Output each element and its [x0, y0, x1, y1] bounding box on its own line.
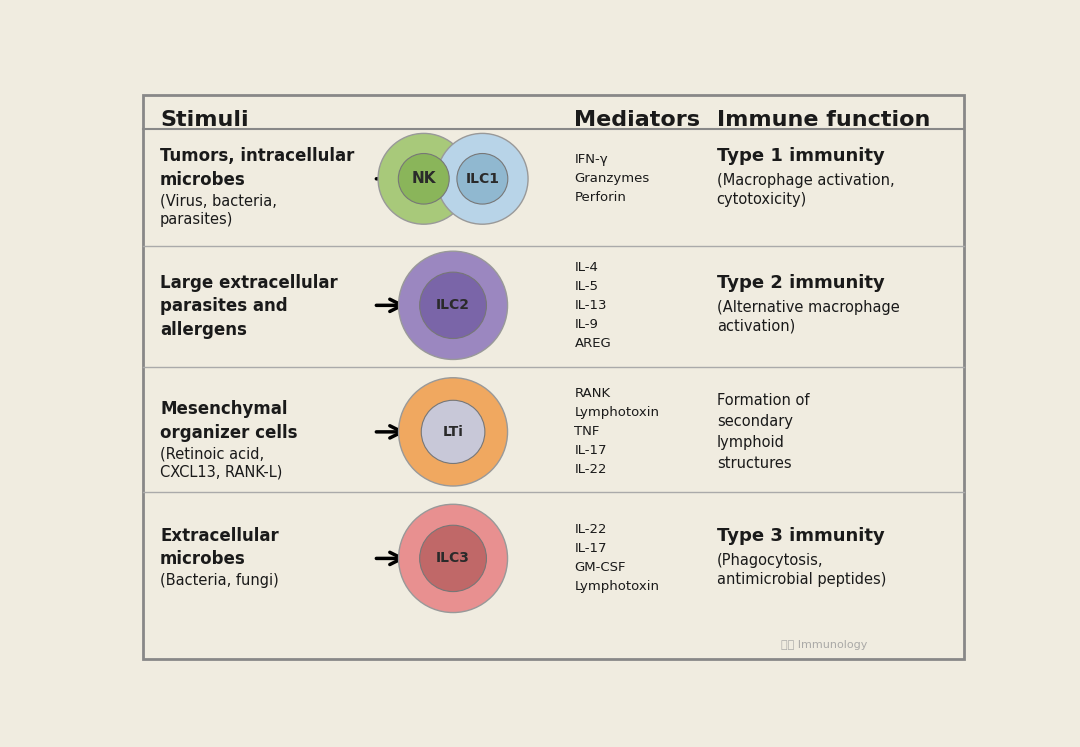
- Text: Mediators: Mediators: [575, 110, 701, 130]
- Text: 闲谈 Immunology: 闲谈 Immunology: [781, 640, 867, 651]
- Text: Large extracellular
parasites and
allergens: Large extracellular parasites and allerg…: [160, 273, 338, 339]
- Ellipse shape: [399, 154, 449, 204]
- Text: Stimuli: Stimuli: [160, 110, 248, 130]
- Text: AREG: AREG: [575, 337, 611, 350]
- Text: IFN-γ: IFN-γ: [575, 153, 608, 167]
- Ellipse shape: [399, 504, 508, 613]
- Text: IL-17: IL-17: [575, 542, 607, 556]
- Text: Lymphotoxin: Lymphotoxin: [575, 580, 660, 593]
- Text: Granzymes: Granzymes: [575, 173, 650, 185]
- Text: IL-22: IL-22: [575, 463, 607, 477]
- Text: Type 3 immunity: Type 3 immunity: [717, 527, 885, 545]
- Ellipse shape: [421, 400, 485, 463]
- Text: Lymphotoxin: Lymphotoxin: [575, 406, 660, 419]
- Text: ILC1: ILC1: [465, 172, 499, 186]
- Text: (Phagocytosis,
antimicrobial peptides): (Phagocytosis, antimicrobial peptides): [717, 553, 886, 587]
- Text: IL-4: IL-4: [575, 261, 598, 274]
- Text: Mesenchymal
organizer cells: Mesenchymal organizer cells: [160, 400, 298, 441]
- Ellipse shape: [399, 251, 508, 359]
- Text: (Bacteria, fungi): (Bacteria, fungi): [160, 573, 279, 588]
- Text: ILC2: ILC2: [436, 298, 470, 312]
- Text: Formation of
secondary
lymphoid
structures: Formation of secondary lymphoid structur…: [717, 393, 809, 471]
- Text: Tumors, intracellular
microbes: Tumors, intracellular microbes: [160, 147, 354, 189]
- Ellipse shape: [378, 134, 470, 224]
- Text: IL-5: IL-5: [575, 280, 598, 293]
- Text: TNF: TNF: [575, 425, 599, 438]
- Ellipse shape: [399, 378, 508, 486]
- Ellipse shape: [457, 154, 508, 204]
- Text: RANK: RANK: [575, 388, 610, 400]
- Text: IL-17: IL-17: [575, 444, 607, 457]
- Ellipse shape: [420, 525, 486, 592]
- Text: Perforin: Perforin: [575, 191, 626, 204]
- Text: IL-22: IL-22: [575, 524, 607, 536]
- Text: Extracellular
microbes: Extracellular microbes: [160, 527, 279, 568]
- Text: Immune function: Immune function: [717, 110, 930, 130]
- Text: Type 1 immunity: Type 1 immunity: [717, 147, 885, 165]
- Text: GM-CSF: GM-CSF: [575, 562, 626, 574]
- Text: ILC3: ILC3: [436, 551, 470, 565]
- Text: (Alternative macrophage
activation): (Alternative macrophage activation): [717, 300, 900, 334]
- Text: Type 2 immunity: Type 2 immunity: [717, 273, 885, 291]
- Text: IL-9: IL-9: [575, 317, 598, 331]
- Text: NK: NK: [411, 171, 436, 186]
- Text: (Retinoic acid,
CXCL13, RANK-L): (Retinoic acid, CXCL13, RANK-L): [160, 446, 283, 480]
- Ellipse shape: [436, 134, 528, 224]
- Text: LTi: LTi: [443, 425, 463, 439]
- Ellipse shape: [420, 272, 486, 338]
- Text: (Macrophage activation,
cytotoxicity): (Macrophage activation, cytotoxicity): [717, 173, 894, 207]
- Text: (Virus, bacteria,
parasites): (Virus, bacteria, parasites): [160, 193, 276, 227]
- Text: IL-13: IL-13: [575, 299, 607, 311]
